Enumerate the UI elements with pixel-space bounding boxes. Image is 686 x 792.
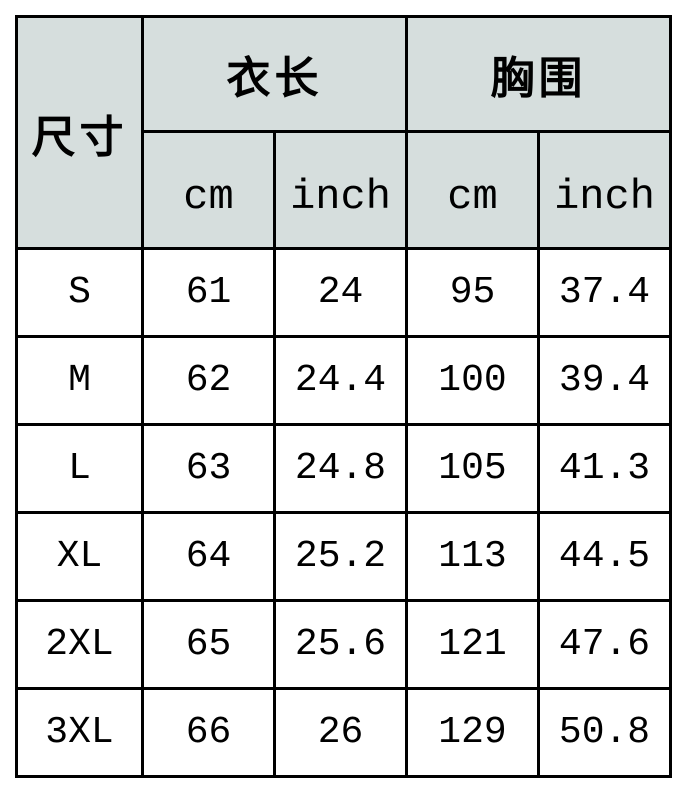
- value-cell: 121: [405, 599, 540, 690]
- value-cell: 44.5: [537, 511, 672, 602]
- value-cell: 100: [405, 335, 540, 426]
- value-cell: 26: [273, 687, 408, 778]
- value-cell: 129: [405, 687, 540, 778]
- value-cell: 66: [141, 687, 276, 778]
- size-cell: L: [15, 423, 144, 514]
- unit-header: inch: [273, 130, 408, 250]
- value-cell: 24.4: [273, 335, 408, 426]
- length-header: 衣长: [141, 15, 408, 133]
- header-row-groups: 尺寸 衣长 胸围: [15, 15, 672, 250]
- table-row: S 61 24 95 37.4: [15, 247, 672, 338]
- value-cell: 62: [141, 335, 276, 426]
- table-row: 2XL 65 25.6 121 47.6: [15, 599, 672, 690]
- value-cell: 61: [141, 247, 276, 338]
- size-header: 尺寸: [15, 15, 144, 250]
- table-row: L 63 24.8 105 41.3: [15, 423, 672, 514]
- value-cell: 41.3: [537, 423, 672, 514]
- table-row: XL 64 25.2 113 44.5: [15, 511, 672, 602]
- value-cell: 95: [405, 247, 540, 338]
- value-cell: 25.6: [273, 599, 408, 690]
- value-cell: 105: [405, 423, 540, 514]
- value-cell: 39.4: [537, 335, 672, 426]
- value-cell: 24: [273, 247, 408, 338]
- size-cell: 3XL: [15, 687, 144, 778]
- size-chart-table: 尺寸 衣长 胸围 cm inch cm inch S 61 24 95 37.4 M 62 2…: [15, 15, 672, 778]
- unit-header: inch: [537, 130, 672, 250]
- size-cell: S: [15, 247, 144, 338]
- size-cell: XL: [15, 511, 144, 602]
- value-cell: 50.8: [537, 687, 672, 778]
- size-cell: 2XL: [15, 599, 144, 690]
- unit-header: cm: [405, 130, 540, 250]
- value-cell: 64: [141, 511, 276, 602]
- unit-header: cm: [141, 130, 276, 250]
- value-cell: 63: [141, 423, 276, 514]
- table-row: 3XL 66 26 129 50.8: [15, 687, 672, 778]
- table-row: M 62 24.4 100 39.4: [15, 335, 672, 426]
- value-cell: 25.2: [273, 511, 408, 602]
- value-cell: 113: [405, 511, 540, 602]
- value-cell: 37.4: [537, 247, 672, 338]
- header-row-units: cm inch cm inch: [17, 130, 672, 250]
- chest-header: 胸围: [405, 15, 672, 133]
- value-cell: 24.8: [273, 423, 408, 514]
- size-cell: M: [15, 335, 144, 426]
- value-cell: 47.6: [537, 599, 672, 690]
- value-cell: 65: [141, 599, 276, 690]
